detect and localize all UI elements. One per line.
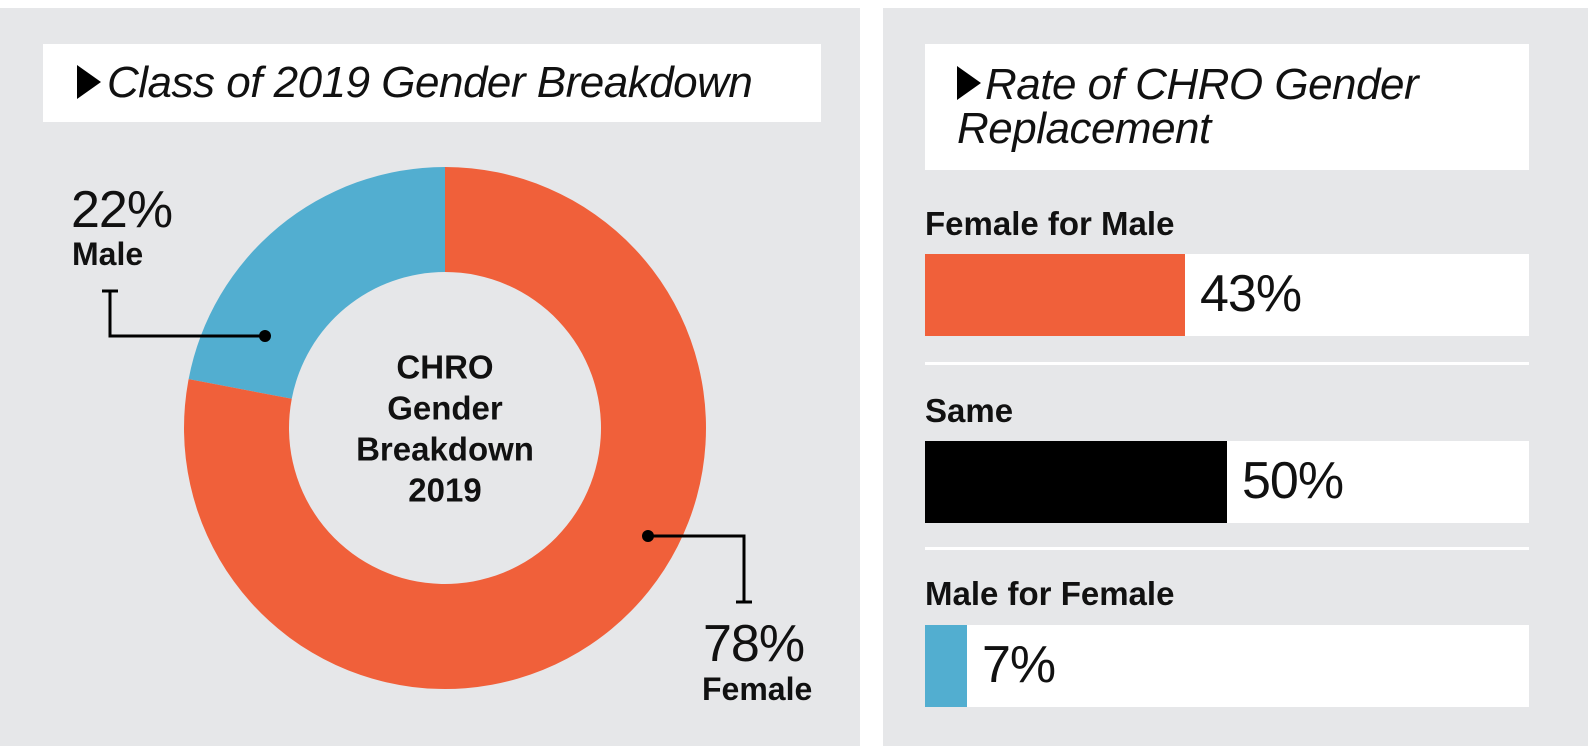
bar-title-box: Rate of CHRO Gender Replacement (925, 44, 1529, 170)
donut-title: Class of 2019 Gender Breakdown (107, 58, 753, 107)
male-leader-line (108, 291, 265, 338)
bar-fill-same (925, 441, 1227, 523)
bar-fill-male-for-female (925, 625, 967, 707)
donut-center-text-line: Gender (387, 390, 503, 427)
donut-chart: CHRO Gender Breakdown 2019 (102, 167, 752, 689)
bar-title-line2: Replacement (957, 104, 1211, 153)
female-leader-dot (642, 530, 654, 542)
bar-label-male-for-female: Male for Female (925, 575, 1175, 612)
bar-track-female-for-male: 43% (925, 254, 1529, 336)
bar-label-female-for-male: Female for Male (925, 205, 1175, 242)
male-category-label: Male (72, 236, 144, 272)
donut-center-text-line: CHRO (396, 349, 493, 386)
play-triangle-icon (957, 66, 981, 100)
bar-label-same: Same (925, 392, 1014, 429)
bar-value-male-for-female: 7% (982, 636, 1056, 694)
male-percent-label: 22% (71, 181, 173, 239)
donut-center-label: CHRO Gender Breakdown 2019 (356, 349, 534, 509)
donut-slice-female (183, 167, 706, 689)
bar-divider (925, 362, 1529, 365)
female-leader-line (648, 534, 746, 602)
bar-panel: Rate of CHRO Gender Replacement Female f… (883, 8, 1588, 746)
bar-fill-female-for-male (925, 254, 1185, 336)
bar-divider (925, 547, 1529, 550)
play-triangle-icon (77, 65, 101, 99)
donut-center-text-line: Breakdown (356, 431, 534, 468)
donut-slice-male (188, 167, 445, 399)
bar-track-same: 50% (925, 441, 1529, 523)
bar-title-line1: Rate of CHRO Gender (985, 60, 1419, 109)
donut-panel: Class of 2019 Gender Breakdown CHRO Gende… (0, 8, 860, 746)
male-leader-dot (259, 330, 271, 342)
bar-value-female-for-male: 43% (1200, 265, 1302, 323)
bar-value-same: 50% (1242, 452, 1344, 510)
female-category-label: Female (702, 671, 813, 707)
bar-track-male-for-female: 7% (925, 625, 1529, 707)
donut-center-text-line: 2019 (408, 472, 481, 509)
female-percent-label: 78% (703, 615, 805, 673)
donut-title-box: Class of 2019 Gender Breakdown (43, 44, 821, 122)
